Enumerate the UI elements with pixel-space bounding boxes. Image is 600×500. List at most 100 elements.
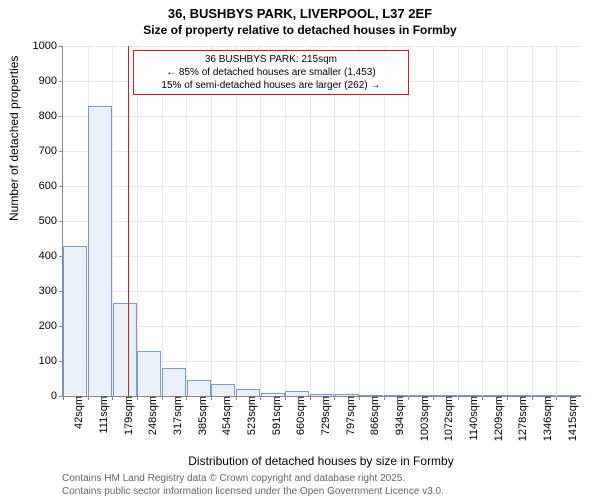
ytick-label: 900 <box>39 75 63 87</box>
ytick-label: 400 <box>39 250 63 262</box>
histogram-bar <box>236 389 260 396</box>
gridline-v <box>507 46 508 396</box>
gridline-v <box>260 46 261 396</box>
xtick-mark <box>507 396 508 400</box>
gridline-h <box>63 291 581 292</box>
ytick-label: 300 <box>39 285 63 297</box>
gridline-v <box>285 46 286 396</box>
histogram-bar <box>211 384 235 396</box>
plot-area: 0100200300400500600700800900100042sqm111… <box>62 46 581 397</box>
xtick-label: 1278sqm <box>515 396 529 441</box>
title-line-2: Size of property relative to detached ho… <box>0 23 600 39</box>
chart-container: 36, BUSHBYS PARK, LIVERPOOL, L37 2EF Siz… <box>0 0 600 500</box>
annotation-box: 36 BUSHBYS PARK: 215sqm← 85% of detached… <box>133 50 409 95</box>
y-axis-label: Number of detached properties <box>7 56 21 221</box>
xtick-label: 729sqm <box>318 396 332 435</box>
gridline-v <box>137 46 138 396</box>
ytick-label: 0 <box>51 390 63 402</box>
xtick-label: 934sqm <box>392 396 406 435</box>
gridline-v <box>162 46 163 396</box>
xtick-mark <box>482 396 483 400</box>
annotation-line-1: 36 BUSHBYS PARK: 215sqm <box>140 53 402 66</box>
xtick-mark <box>433 396 434 400</box>
gridline-h <box>63 326 581 327</box>
xtick-label: 1140sqm <box>466 396 480 440</box>
ytick-label: 100 <box>39 355 63 367</box>
gridline-v <box>186 46 187 396</box>
xtick-label: 111sqm <box>96 396 110 434</box>
histogram-bar <box>63 246 87 397</box>
title-line-1: 36, BUSHBYS PARK, LIVERPOOL, L37 2EF <box>0 6 600 23</box>
xtick-mark <box>137 396 138 400</box>
xtick-label: 1415sqm <box>565 396 579 441</box>
gridline-v <box>334 46 335 396</box>
xtick-label: 454sqm <box>219 396 233 435</box>
xtick-mark <box>359 396 360 400</box>
histogram-bar <box>88 106 112 397</box>
xtick-mark <box>88 396 89 400</box>
xtick-mark <box>285 396 286 400</box>
xtick-label: 797sqm <box>343 396 357 435</box>
xtick-label: 1209sqm <box>491 396 505 441</box>
histogram-bar <box>113 303 137 396</box>
x-axis-label: Distribution of detached houses by size … <box>62 454 580 468</box>
xtick-label: 866sqm <box>367 396 381 435</box>
ytick-label: 800 <box>39 110 63 122</box>
gridline-h <box>63 46 581 47</box>
gridline-v <box>359 46 360 396</box>
xtick-mark <box>384 396 385 400</box>
annotation-line-3: 15% of semi-detached houses are larger (… <box>140 79 402 92</box>
property-marker-line <box>128 46 129 396</box>
xtick-mark <box>310 396 311 400</box>
ytick-label: 600 <box>39 180 63 192</box>
gridline-v <box>433 46 434 396</box>
xtick-label: 179sqm <box>121 396 135 435</box>
gridline-v <box>458 46 459 396</box>
ytick-label: 500 <box>39 215 63 227</box>
gridline-v <box>310 46 311 396</box>
xtick-mark <box>458 396 459 400</box>
xtick-label: 1003sqm <box>417 396 431 441</box>
gridline-v <box>408 46 409 396</box>
footer-attribution: Contains HM Land Registry data © Crown c… <box>62 472 444 498</box>
gridline-v <box>211 46 212 396</box>
gridline-h <box>63 116 581 117</box>
gridline-v <box>384 46 385 396</box>
gridline-v <box>482 46 483 396</box>
xtick-label: 248sqm <box>145 396 159 435</box>
gridline-v <box>556 46 557 396</box>
xtick-mark <box>211 396 212 400</box>
annotation-line-2: ← 85% of detached houses are smaller (1,… <box>140 66 402 79</box>
xtick-mark <box>236 396 237 400</box>
chart-title: 36, BUSHBYS PARK, LIVERPOOL, L37 2EF Siz… <box>0 0 600 38</box>
xtick-label: 591sqm <box>269 396 283 435</box>
ytick-label: 1000 <box>33 40 63 52</box>
footer-line-2: Contains public sector information licen… <box>62 485 444 498</box>
xtick-label: 385sqm <box>195 396 209 435</box>
histogram-bar <box>162 368 186 396</box>
gridline-v <box>532 46 533 396</box>
xtick-mark <box>334 396 335 400</box>
xtick-mark <box>260 396 261 400</box>
xtick-mark <box>112 396 113 400</box>
xtick-label: 660sqm <box>293 396 307 435</box>
xtick-label: 523sqm <box>244 396 258 435</box>
gridline-h <box>63 256 581 257</box>
gridline-h <box>63 221 581 222</box>
histogram-bar <box>187 380 211 396</box>
ytick-label: 700 <box>39 145 63 157</box>
xtick-mark <box>556 396 557 400</box>
xtick-label: 317sqm <box>170 396 184 435</box>
xtick-label: 1072sqm <box>441 396 455 441</box>
xtick-label: 1346sqm <box>540 396 554 441</box>
xtick-label: 42sqm <box>71 396 85 429</box>
xtick-mark <box>186 396 187 400</box>
gridline-v <box>236 46 237 396</box>
histogram-bar <box>137 351 161 397</box>
ytick-label: 200 <box>39 320 63 332</box>
footer-line-1: Contains HM Land Registry data © Crown c… <box>62 472 444 485</box>
xtick-mark <box>532 396 533 400</box>
xtick-mark <box>63 396 64 400</box>
gridline-h <box>63 151 581 152</box>
gridline-h <box>63 186 581 187</box>
